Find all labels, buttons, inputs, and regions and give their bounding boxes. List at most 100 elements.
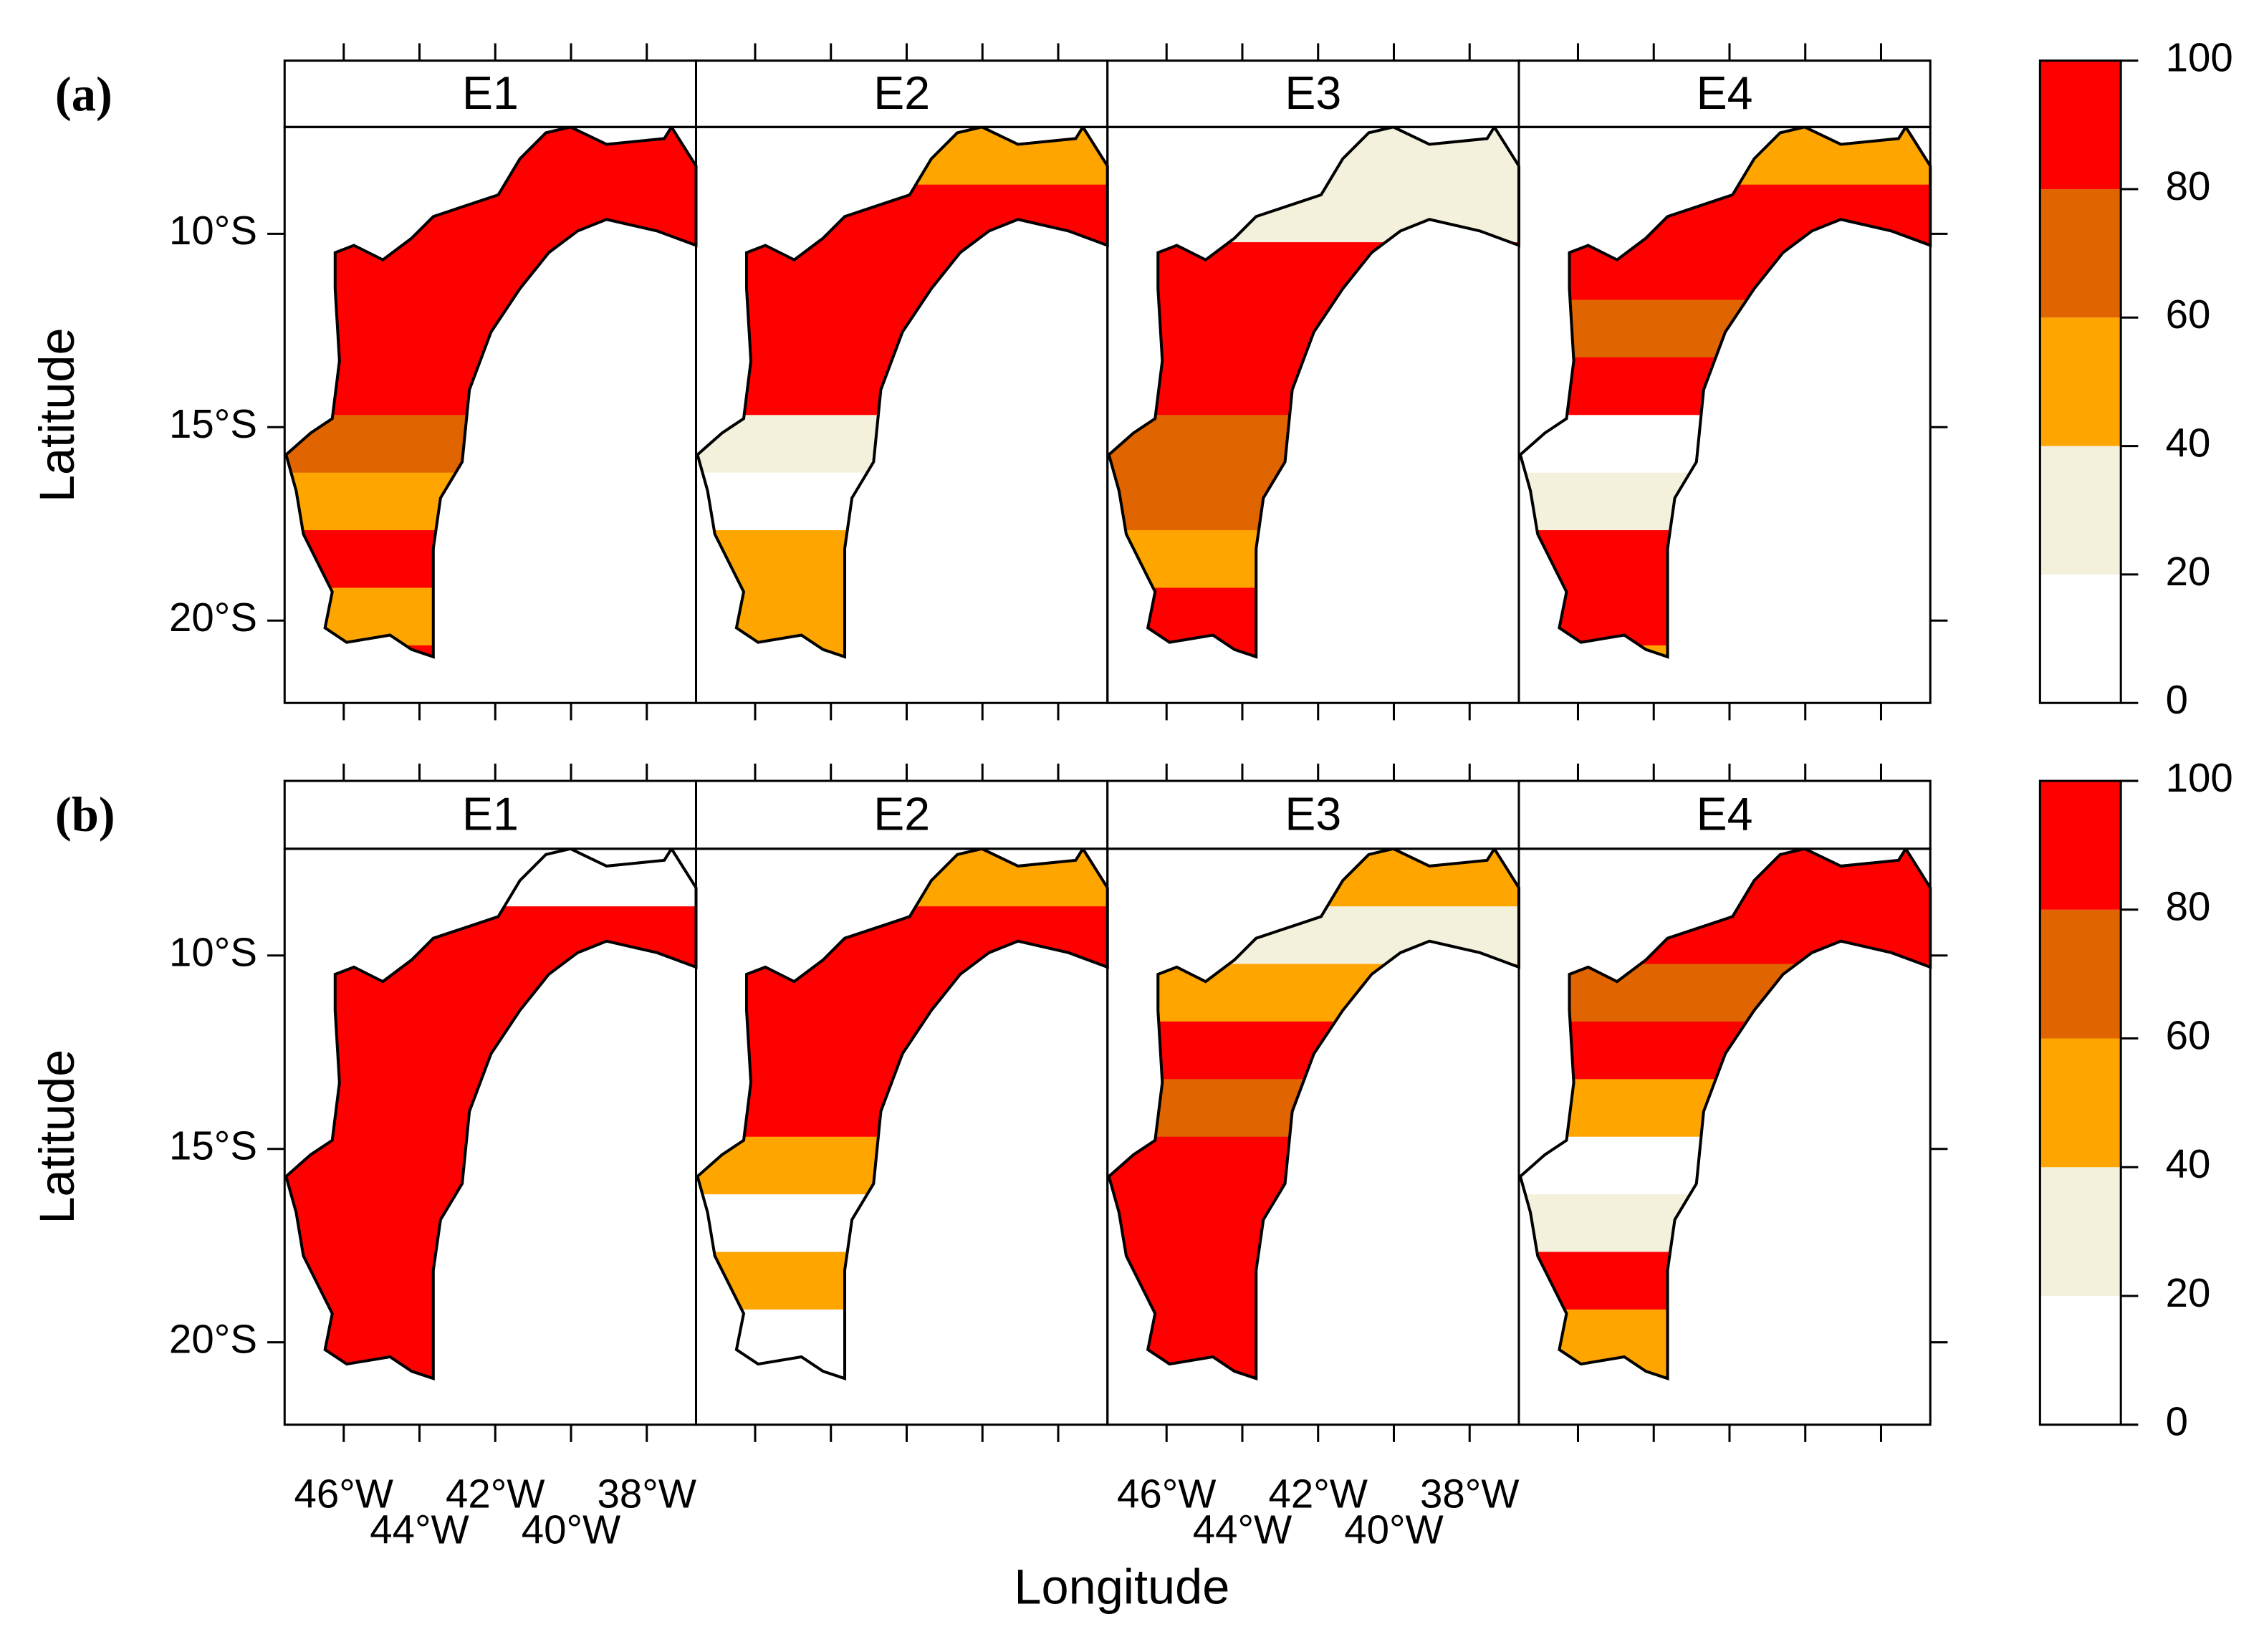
colorbar-swatch: [2040, 317, 2121, 446]
panel-title: E4: [1697, 67, 1753, 119]
map-fill: [697, 848, 1108, 1379]
panel-title: E2: [873, 788, 930, 840]
map-fill: [286, 848, 696, 1379]
panel-frame: [1517, 847, 1932, 1426]
map-band: [286, 1194, 696, 1254]
panel-frame: [1517, 125, 1932, 704]
basin-outline: [1518, 124, 1932, 659]
map-fill: [1520, 127, 1931, 657]
map-band: [697, 127, 1108, 186]
map-band: [1520, 1252, 1931, 1311]
map-band: [286, 357, 696, 417]
x-tick-label: 46°W: [1117, 1471, 1217, 1516]
y-axis-label: Latitude: [29, 1050, 85, 1224]
y-tick-label: 20°S: [169, 595, 257, 640]
map-band: [1108, 127, 1519, 186]
map-band: [697, 1136, 1108, 1196]
map-band: [286, 242, 696, 302]
panel-title: E1: [462, 67, 519, 119]
map-band: [1520, 530, 1931, 590]
strip: [1517, 59, 1932, 128]
basin-outline: [696, 124, 1109, 659]
map-band: [286, 299, 696, 359]
map-band: [697, 184, 1108, 244]
map-fill: [286, 127, 696, 657]
map-fill: [697, 127, 1108, 657]
panel-title: E1: [462, 788, 519, 840]
map-band: [1108, 906, 1519, 966]
map-band: [1520, 1136, 1931, 1196]
map-band: [697, 587, 1108, 647]
map-band: [1108, 530, 1519, 590]
map-band: [1520, 184, 1931, 244]
y-tick-label: 20°S: [169, 1317, 257, 1362]
map-band: [286, 1309, 696, 1369]
y-tick-label: 10°S: [169, 930, 257, 975]
map-band: [697, 964, 1108, 1023]
map-fill: [1108, 848, 1519, 1379]
map-band: [286, 1252, 696, 1311]
map-band: [697, 906, 1108, 966]
map-band: [1108, 299, 1519, 359]
colorbar-swatch: [2040, 574, 2121, 703]
colorbar-frame: [2038, 779, 2122, 1426]
map-band: [697, 848, 1108, 908]
map-band: [286, 964, 696, 1023]
map-band: [1108, 848, 1519, 908]
map-band: [697, 472, 1108, 532]
map-band: [286, 645, 696, 657]
x-tick-label: 42°W: [1268, 1471, 1368, 1516]
colorbar-tick-label: 0: [2166, 677, 2188, 722]
colorbar-swatch: [2040, 1038, 2121, 1168]
map-band: [1108, 645, 1519, 657]
map-band: [697, 299, 1108, 359]
map-band: [1108, 357, 1519, 417]
map-band: [1520, 1309, 1931, 1369]
panel-title: E3: [1285, 788, 1341, 840]
colorbar-tick-label: 80: [2166, 163, 2211, 208]
map-band: [1520, 1194, 1931, 1254]
map-band: [1108, 184, 1519, 244]
basin-outline: [696, 845, 1109, 1381]
colorbar-swatch: [2040, 60, 2121, 189]
colorbar-swatch: [2040, 909, 2121, 1039]
map-band: [1520, 964, 1931, 1023]
map-band: [286, 906, 696, 966]
map-band: [1108, 1367, 1519, 1379]
map-band: [697, 1309, 1108, 1369]
map-band: [1108, 964, 1519, 1023]
colorbar-tick-label: 40: [2166, 421, 2211, 466]
colorbar-swatch: [2040, 188, 2121, 318]
map-band: [697, 530, 1108, 590]
map-band: [286, 415, 696, 474]
y-tick-label: 10°S: [169, 208, 257, 253]
colorbar-tick-label: 60: [2166, 292, 2211, 337]
colorbar-tick-label: 80: [2166, 884, 2211, 929]
map-band: [286, 1021, 696, 1081]
map-band: [1108, 472, 1519, 532]
row-label: (a): [55, 67, 112, 122]
basin-outline: [1107, 845, 1521, 1381]
panel-title: E4: [1697, 788, 1753, 840]
map-band: [1520, 1021, 1931, 1081]
map-band: [286, 472, 696, 532]
map-band: [1108, 1252, 1519, 1311]
basin-outline: [1107, 124, 1521, 659]
map-band: [1520, 299, 1931, 359]
x-tick-label: 38°W: [597, 1471, 696, 1516]
basin-outline: [284, 845, 698, 1381]
map-band: [286, 184, 696, 244]
y-tick-label: 15°S: [169, 1123, 257, 1168]
map-band: [1520, 848, 1931, 908]
colorbar-tick-label: 20: [2166, 549, 2211, 594]
map-band: [1108, 242, 1519, 302]
strip: [1106, 779, 1520, 850]
colorbar-tick-label: 20: [2166, 1270, 2211, 1315]
map-band: [1520, 415, 1931, 474]
colorbar-swatch: [2040, 781, 2121, 910]
map-band: [1520, 472, 1931, 532]
strip: [283, 779, 698, 850]
map-band: [286, 1367, 696, 1379]
